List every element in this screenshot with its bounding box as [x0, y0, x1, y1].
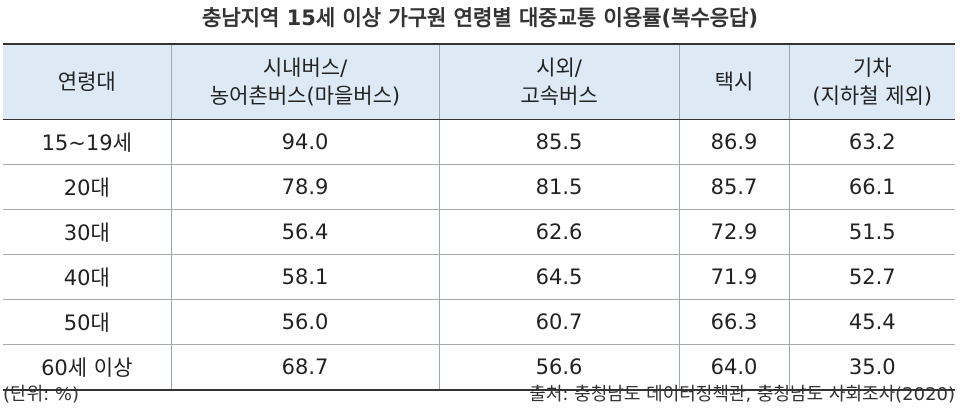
header-line: 연령대 — [57, 70, 116, 94]
table-cell: 66.1 — [788, 164, 955, 210]
table-cell: 51.5 — [788, 209, 955, 255]
title: 충남지역 15세 이상 가구원 연령별 대중교통 이용률(복수응답) — [202, 6, 758, 30]
table-cell: 64.5 — [438, 254, 679, 300]
table-row: 30대 56.4 62.6 72.9 51.5 — [3, 209, 955, 255]
table-cell: 86.9 — [678, 119, 789, 165]
header-row: 연령대 시내버스/농어촌버스(마을버스) 시외/고속버스 택시 기차 (지하철 제외) — [3, 44, 955, 120]
table-cell: 58.1 — [170, 254, 439, 300]
table-cell: 64.0 — [678, 344, 789, 390]
header-cell: 시내버스/농어촌버스(마을버스) — [170, 44, 439, 120]
table-cell: 68.7 — [170, 344, 439, 390]
table-cell: 45.4 — [788, 299, 955, 345]
header-line: 농어촌버스(마을버스) — [209, 84, 401, 108]
header-line: 고속버스 — [520, 84, 598, 108]
table-row: 20대 78.9 81.5 85.7 66.1 — [3, 164, 955, 210]
table-cell: 85.7 — [678, 164, 789, 210]
header-line: 택시 — [714, 70, 754, 94]
header-line: 기차 — [852, 56, 892, 80]
table-body: 15~19세 94.0 85.5 86.9 63.2 20대 78.9 81.5 85.7 66.… — [3, 119, 955, 390]
table-cell: 56.4 — [170, 209, 439, 255]
table-row: 40대 58.1 64.5 71.9 52.7 — [3, 254, 955, 300]
header-line: 시내버스/ — [262, 56, 348, 80]
header-cell: 기차 (지하철 제외) — [788, 44, 955, 120]
header-cell: 연령대 — [3, 44, 171, 120]
table-cell: 66.3 — [678, 299, 789, 345]
table-cell: 35.0 — [788, 344, 955, 390]
table-cell: 62.6 — [438, 209, 679, 255]
table-cell: 63.2 — [788, 119, 955, 165]
row-label: 50대 — [3, 299, 171, 345]
header-cell: 택시 — [678, 44, 789, 120]
table-cell: 85.5 — [438, 119, 679, 165]
table: 연령대 시내버스/농어촌버스(마을버스) 시외/고속버스 택시 기차 (지하철 제외) 1… — [3, 43, 955, 391]
source-note: 출처: 충청남도 데이터정책관, 충청남도 사회조사(2020) — [529, 384, 955, 405]
table-cell: 56.6 — [438, 344, 679, 390]
table-cell: 71.9 — [678, 254, 789, 300]
table-cell: 78.9 — [170, 164, 439, 210]
row-label: 20대 — [3, 164, 171, 210]
unit-note: (단위: %) — [3, 384, 80, 405]
table-row: 50대 56.0 60.7 66.3 45.4 — [3, 299, 955, 345]
header-line: (지하철 제외) — [812, 84, 933, 108]
row-label: 60세 이상 — [3, 344, 171, 390]
table-cell: 81.5 — [438, 164, 679, 210]
header-line: 시외/ — [536, 56, 582, 80]
table-cell: 52.7 — [788, 254, 955, 300]
table-cell: 72.9 — [678, 209, 789, 255]
row-label: 30대 — [3, 209, 171, 255]
table-cell: 56.0 — [170, 299, 439, 345]
table-cell: 94.0 — [170, 119, 439, 165]
row-label: 40대 — [3, 254, 171, 300]
table-cell: 60.7 — [438, 299, 679, 345]
table-row: 60세 이상 68.7 56.6 64.0 35.0 — [3, 344, 955, 390]
table-row: 15~19세 94.0 85.5 86.9 63.2 — [3, 119, 955, 165]
row-label: 15~19세 — [3, 119, 171, 165]
header-cell: 시외/고속버스 — [438, 44, 679, 120]
